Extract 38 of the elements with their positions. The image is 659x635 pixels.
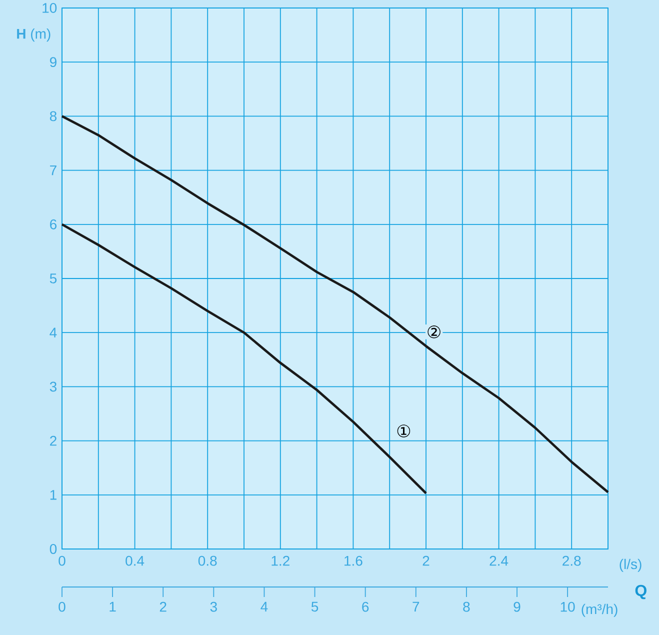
- line-series: [60, 115, 610, 494]
- series-label: ①: [397, 424, 410, 438]
- y-tick-label: 6: [50, 219, 57, 230]
- x-tick-label: 2.4: [490, 556, 508, 566]
- line-series: [60, 223, 428, 494]
- y-tick-label: 9: [50, 57, 56, 68]
- x-tick-label: 0.4: [126, 556, 144, 566]
- x-tick-label: 2: [422, 556, 430, 566]
- x2-tick-label: 6: [362, 602, 369, 612]
- y-tick-label: 8: [50, 111, 57, 122]
- x2-tick-label: 4: [260, 602, 268, 612]
- series-label: ②: [428, 326, 440, 338]
- x-tick-label: 0: [58, 556, 66, 566]
- x-tick-label: 1.6: [344, 556, 362, 566]
- x-axis-title: (l/s): [620, 558, 642, 572]
- y-tick-label: 7: [50, 165, 56, 176]
- x2-tick-label: 10: [560, 602, 575, 612]
- x2-tick-label: 1: [110, 602, 116, 612]
- x2-tick-label: 0: [58, 602, 66, 612]
- x2-axis-title: (m³/h): [582, 604, 618, 617]
- x-tick-label: 2.8: [562, 556, 581, 566]
- y-tick-label: 1: [50, 490, 56, 500]
- x2-tick-label: 5: [311, 602, 318, 612]
- y-tick-label: 0: [50, 544, 57, 554]
- y-tick-label: 2: [50, 436, 56, 446]
- y-tick-label: 3: [50, 382, 57, 392]
- x2-tick-label: 9: [514, 602, 520, 612]
- x-tick-label: 1.2: [272, 556, 290, 566]
- x-tick-label: 0.8: [198, 556, 217, 566]
- text: Q: [635, 584, 646, 600]
- x2-tick-label: 7: [412, 602, 420, 612]
- y-axis-title: H (m): [17, 28, 50, 42]
- x2-tick-label: 3: [210, 602, 217, 612]
- y-tick-label: 10: [42, 3, 57, 13]
- x2-tick-label: 8: [463, 602, 470, 612]
- x2-tick-label: 2: [160, 602, 166, 612]
- y-tick-label: 5: [50, 274, 57, 284]
- y-tick-label: 4: [50, 328, 57, 338]
